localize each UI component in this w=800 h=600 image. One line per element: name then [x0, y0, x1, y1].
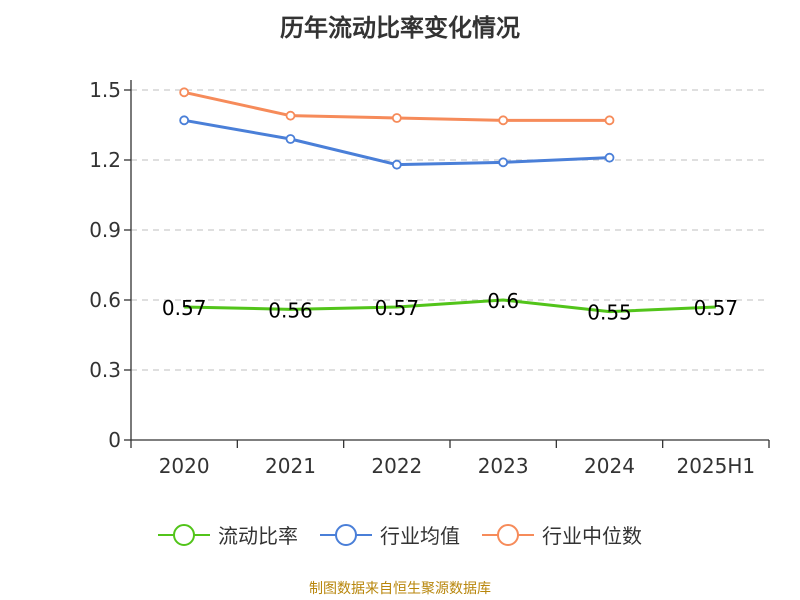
data-point	[179, 87, 190, 98]
y-tick-label: 0.6	[89, 288, 121, 312]
x-tick-label: 2020	[159, 454, 210, 478]
data-point	[179, 115, 190, 126]
data-point	[391, 113, 402, 123]
x-tick-label: 2021	[265, 454, 316, 478]
data-source-note: 制图数据来自恒生聚源数据库	[309, 581, 491, 597]
x-tick-label: 2025H1	[676, 454, 755, 478]
data-point	[604, 152, 615, 163]
y-tick-label: 1.2	[89, 148, 121, 172]
legend-marker-icon	[320, 523, 372, 546]
x-tick-label: 2022	[371, 454, 422, 478]
legend-item-industry-median[interactable]: 行业中位数	[482, 520, 642, 549]
x-tick-label: 2024	[584, 454, 635, 478]
data-label: 0.57	[375, 296, 420, 320]
data-label: 0.6	[487, 289, 519, 313]
data-label: 0.57	[694, 296, 739, 320]
series-line-0	[184, 298, 716, 314]
legend-label: 行业均值	[380, 524, 460, 548]
legend-label: 流动比率	[218, 524, 298, 548]
legend-label: 行业中位数	[542, 524, 642, 548]
data-label: 0.56	[268, 298, 313, 322]
data-point	[498, 115, 509, 126]
data-label: 0.55	[587, 301, 632, 325]
y-tick-label: 0.3	[89, 358, 121, 382]
data-label: 0.57	[162, 296, 207, 320]
data-point	[285, 134, 296, 144]
data-point	[498, 157, 509, 168]
chart-title: 历年流动比率变化情况	[280, 14, 520, 42]
data-point	[285, 110, 296, 121]
legend-marker-icon	[482, 523, 534, 546]
chart-legend: 流动比率 行业均值 行业中位数	[0, 520, 800, 549]
y-tick-label: 1.5	[89, 78, 121, 102]
y-tick-label: 0.9	[89, 218, 121, 242]
legend-marker-icon	[158, 523, 210, 546]
legend-item-current-ratio[interactable]: 流动比率	[158, 520, 298, 549]
series-line-1	[183, 118, 610, 167]
legend-item-industry-mean[interactable]: 行业均值	[320, 520, 460, 549]
x-tick-label: 2023	[478, 454, 529, 478]
data-point	[604, 115, 615, 126]
data-point	[391, 159, 402, 170]
y-tick-label: 0	[108, 428, 121, 452]
